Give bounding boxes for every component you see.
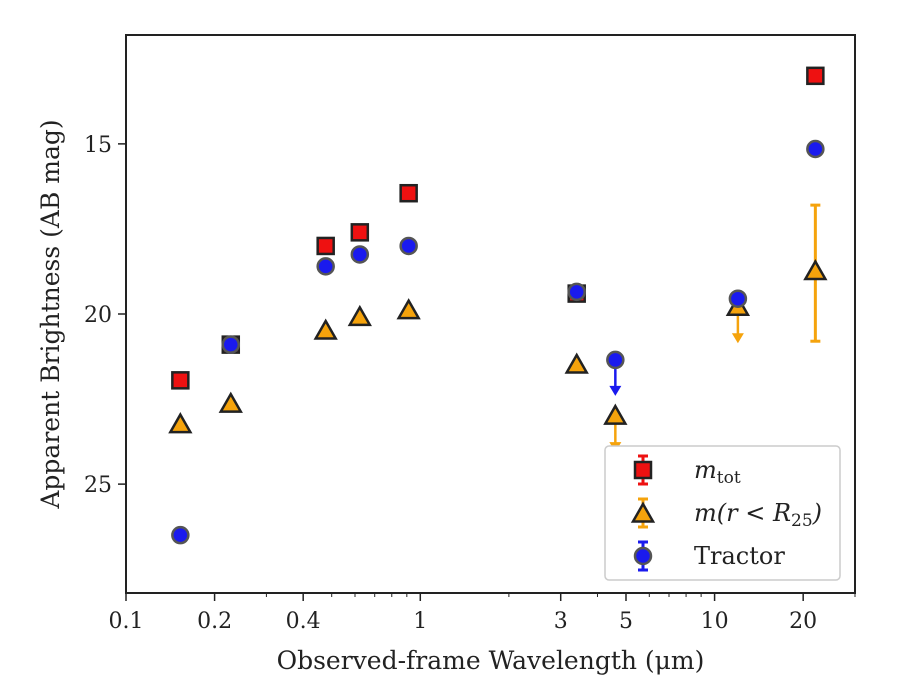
legend-item: m(r < R25) [630,497,822,531]
circle-marker [567,282,586,302]
upper-limit-arrowhead [609,385,622,396]
triangle-marker [168,412,193,434]
x-axis-label: Observed-frame Wavelength (μm) [277,646,705,675]
legend-box [604,445,841,581]
plot-frame [125,34,856,594]
square-marker [399,183,418,203]
circle-marker [221,335,241,354]
plot-marks [168,66,828,545]
circle-marker [728,289,748,308]
y-tick-label: 20 [84,303,112,328]
legend-item: mtot [633,454,741,488]
triangle-marker [396,298,421,320]
square-marker [806,66,825,86]
x-tick-label: 20 [789,609,817,634]
triangle-marker [603,403,628,425]
circle-marker [399,236,418,256]
x-tick-label: 0.1 [109,609,144,634]
circle-marker [171,525,190,545]
axis-ticks: 0.1 0.2 0.4 1 3 5 10 20 15 20 25 [84,133,856,634]
square-marker [350,223,370,242]
x-tick-label: 5 [619,609,633,634]
triangle-marker [347,304,372,327]
legend-item: Tractor [633,540,785,572]
series-m-tot [171,66,825,390]
upper-limit-arrowhead [731,333,744,344]
x-tick-label: 0.2 [197,609,232,634]
circle-marker [633,546,653,566]
circle-marker [350,245,370,264]
series-tractor [171,139,825,545]
circle-marker [316,257,335,276]
y-tick-label: 25 [84,473,112,498]
triangle-marker [803,258,828,281]
legend-label: m(r < R25) [694,499,822,531]
triangle-marker [218,391,243,413]
y-axis-label: Apparent Brightness (AB mag) [36,119,65,509]
square-marker [171,371,190,390]
x-tick-label: 1 [413,609,427,634]
y-tick-label: 15 [84,133,112,158]
square-marker [316,236,335,256]
x-tick-label: 3 [554,609,568,634]
legend-label: mtot [694,456,741,488]
x-tick-label: 0.4 [286,609,321,634]
triangle-marker [313,318,338,340]
legend: mtot m(r < R25) Tractor [604,445,841,581]
legend-label: Tractor [694,542,785,570]
triangle-marker [564,352,589,374]
circle-marker [806,139,825,159]
square-marker [633,460,653,480]
x-tick-label: 10 [701,609,729,634]
series-m-r-r25 [168,203,828,453]
circle-marker [606,350,625,370]
triangle-marker [630,501,656,523]
